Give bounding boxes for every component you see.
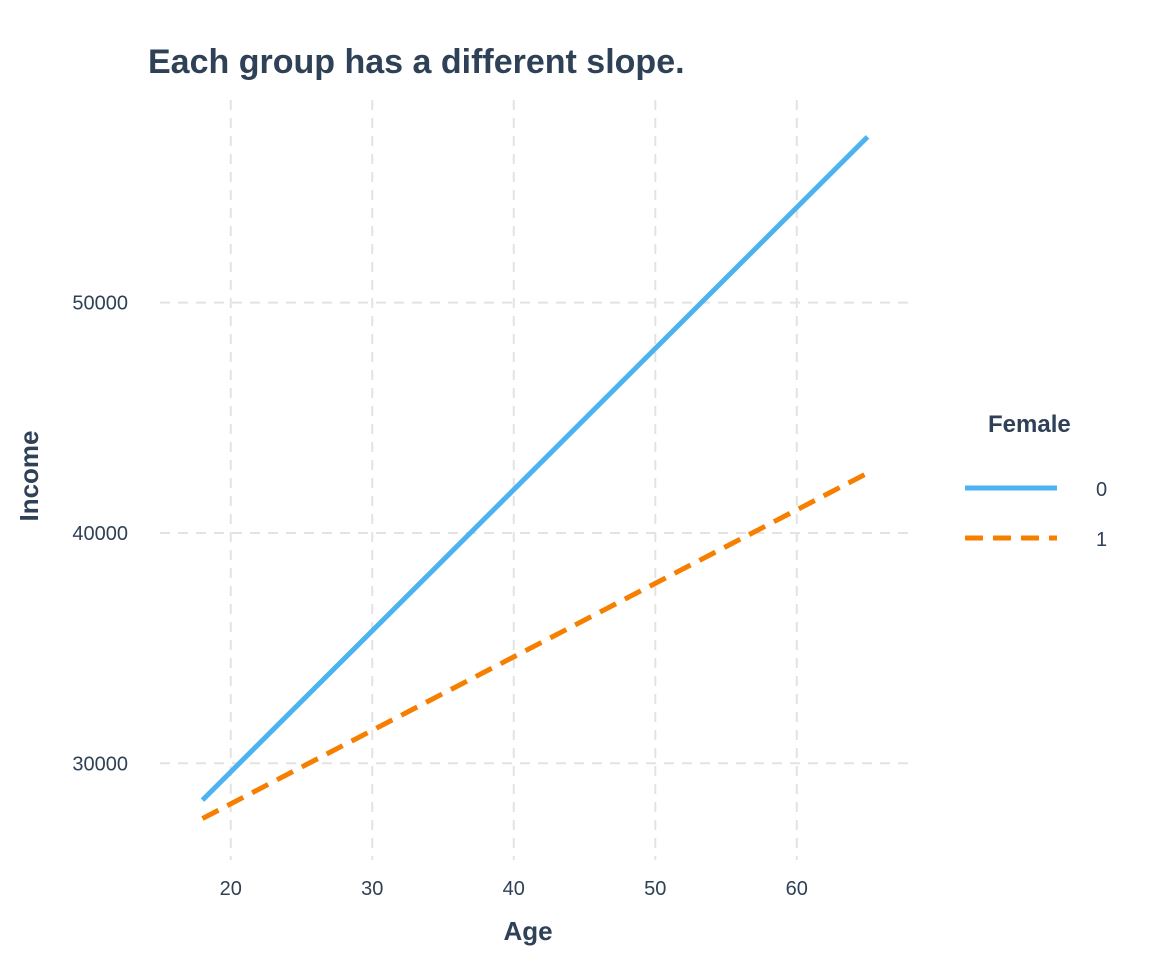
- x-tick-label: 40: [503, 878, 525, 900]
- chart-title: Each group has a different slope.: [148, 43, 685, 81]
- x-axis-title: Age: [503, 916, 552, 946]
- x-tick-label: 20: [220, 878, 242, 900]
- x-tick-label: 60: [786, 878, 808, 900]
- x-tick-label: 50: [644, 878, 666, 900]
- y-axis-title: Income: [14, 430, 44, 521]
- y-tick-label: 30000: [72, 753, 128, 775]
- legend-title: Female: [988, 411, 1071, 438]
- y-tick-label: 50000: [72, 293, 128, 315]
- x-axis-ticks: 20 30 40 50 60: [220, 878, 808, 900]
- x-tick-label: 30: [361, 878, 383, 900]
- y-axis-ticks: 30000 40000 50000: [72, 293, 128, 776]
- grid: [160, 100, 910, 860]
- y-tick-label: 40000: [72, 523, 128, 545]
- legend: Female 01: [965, 411, 1107, 551]
- plot-lines: [200, 135, 870, 821]
- series-line-0: [200, 135, 870, 802]
- legend-items: 01: [965, 479, 1107, 551]
- series-line-1: [201, 470, 869, 821]
- legend-label-0: 0: [1096, 479, 1107, 501]
- legend-label-1: 1: [1096, 529, 1107, 551]
